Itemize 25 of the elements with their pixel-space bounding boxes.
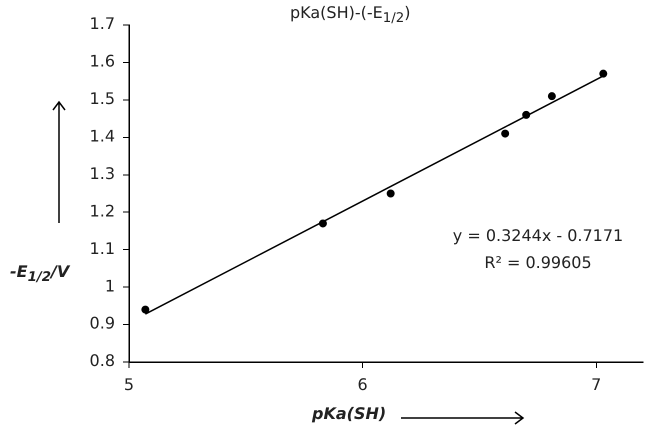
y-tick-label: 1 bbox=[104, 276, 115, 296]
annotation: y = 0.3244x - 0.7171 bbox=[452, 226, 624, 245]
point bbox=[522, 110, 530, 119]
chart-title: pKa(SH)-(-E$_{1/2}$) bbox=[290, 3, 410, 26]
y-tick-label: 0.8 bbox=[90, 351, 115, 370]
point bbox=[548, 92, 556, 100]
y-tick-label: 1.5 bbox=[90, 89, 115, 108]
y-tick-label: 1.3 bbox=[90, 164, 115, 183]
x-tick-label: 7 bbox=[591, 374, 602, 394]
y-tick-label: 1.7 bbox=[90, 14, 115, 34]
x-axis-title: pKa(SH) bbox=[312, 404, 386, 423]
x-tick-label: 6 bbox=[358, 374, 368, 394]
x-tick-label: 5 bbox=[124, 374, 134, 394]
point bbox=[141, 306, 150, 314]
annotation: R² = 0.99605 bbox=[484, 253, 592, 272]
y-axis-title: -E$_{1/2}$/V bbox=[10, 262, 70, 286]
point bbox=[501, 130, 510, 138]
point bbox=[318, 219, 327, 228]
y-tick-label: 1.4 bbox=[90, 126, 115, 146]
y-tick-label: 1.2 bbox=[90, 201, 115, 220]
y-tick-label: 1.1 bbox=[90, 238, 115, 258]
point bbox=[386, 190, 395, 198]
y-tick-label: 0.9 bbox=[90, 314, 115, 333]
y-tick-label: 1.6 bbox=[90, 52, 115, 71]
point bbox=[599, 70, 608, 78]
